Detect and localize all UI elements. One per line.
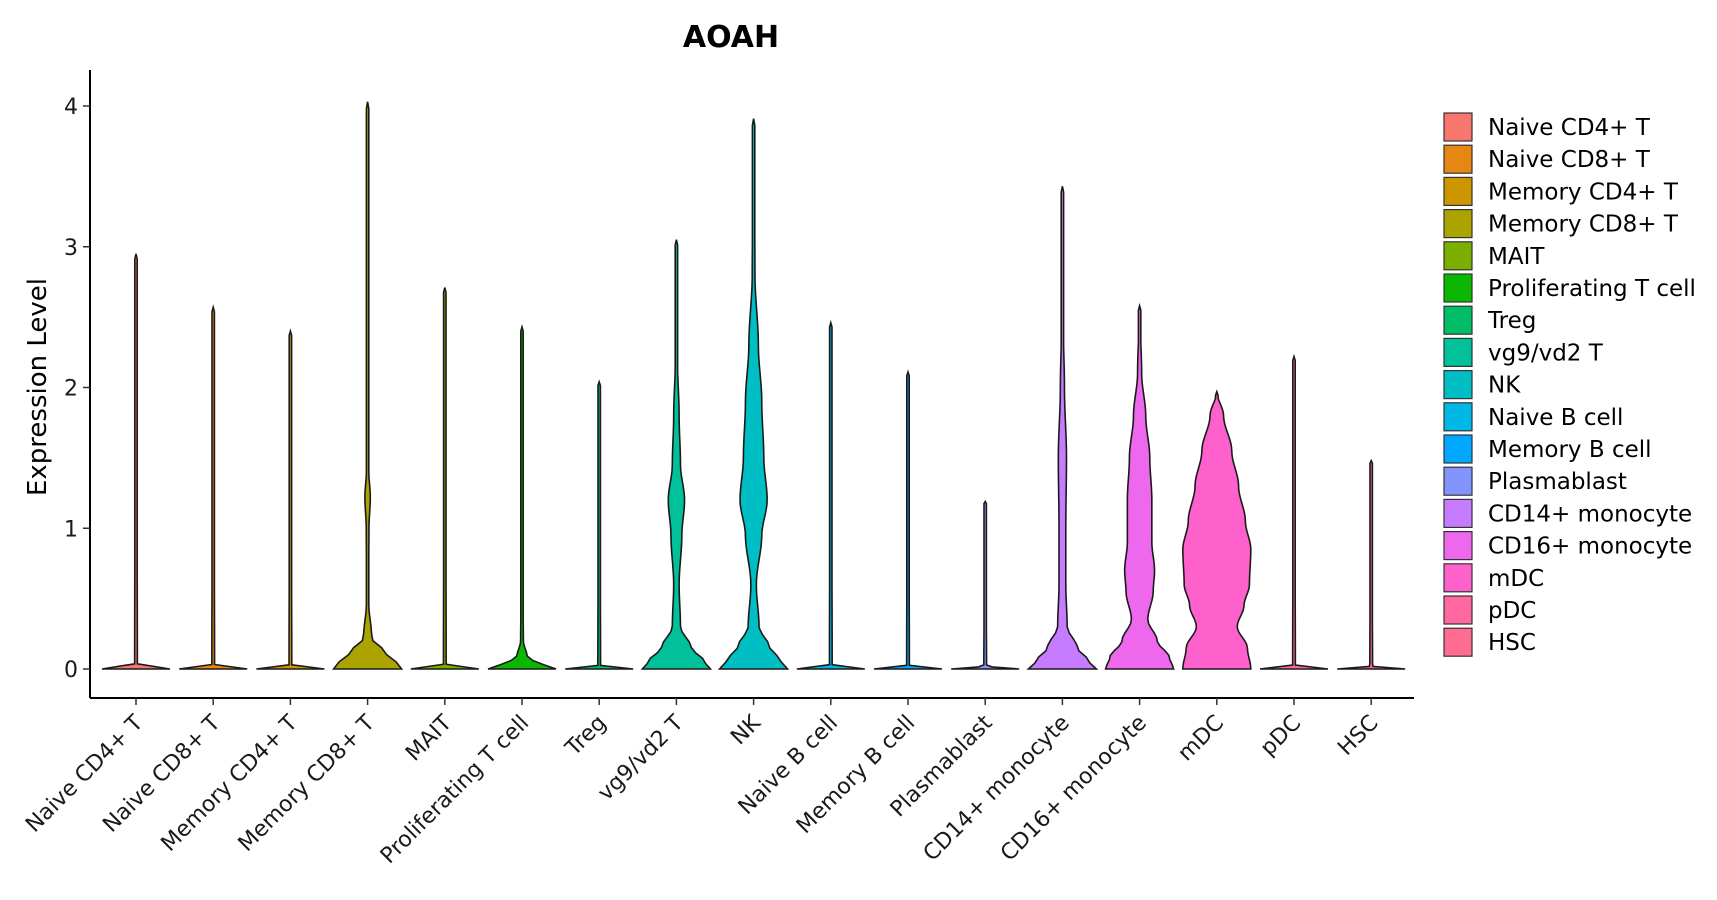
legend-swatch bbox=[1443, 627, 1473, 657]
violin-nk bbox=[717, 118, 790, 670]
violin-naive-b-cell bbox=[796, 319, 865, 670]
y-tick-label: 4 bbox=[64, 95, 78, 120]
legend-label: pDC bbox=[1488, 598, 1536, 624]
legend-swatch bbox=[1443, 595, 1473, 625]
y-tick-label: 3 bbox=[64, 236, 78, 261]
violin-cd14-monocyte bbox=[1026, 186, 1099, 670]
violin-pdc bbox=[1259, 353, 1329, 670]
legend-swatch bbox=[1443, 144, 1473, 174]
violin-proliferating-t-cell bbox=[487, 324, 557, 670]
violin-vg9-vd2-t bbox=[640, 239, 713, 670]
x-tick-label: HSC bbox=[1333, 711, 1383, 761]
legend-label: Plasmablast bbox=[1488, 469, 1627, 495]
legend-swatch bbox=[1443, 241, 1473, 271]
legend-label: Memory CD4+ T bbox=[1488, 179, 1679, 205]
violin-naive-cd4-t bbox=[101, 253, 171, 670]
y-tick-label: 1 bbox=[64, 517, 78, 542]
violin-memory-b-cell bbox=[873, 369, 943, 670]
legend-label: vg9/vd2 T bbox=[1488, 340, 1604, 366]
legend-label: Proliferating T cell bbox=[1488, 276, 1696, 302]
legend-swatch bbox=[1443, 337, 1473, 367]
legend-label: NK bbox=[1488, 373, 1521, 399]
legend-label: Naive B cell bbox=[1488, 405, 1623, 431]
y-tick-label: 2 bbox=[64, 377, 78, 402]
legend-swatch bbox=[1443, 176, 1473, 206]
x-tick-label: NK bbox=[726, 710, 766, 750]
violin-naive-cd8-t bbox=[179, 304, 248, 670]
legend-swatch bbox=[1443, 466, 1473, 496]
legend-swatch bbox=[1443, 434, 1473, 464]
legend-label: Naive CD4+ T bbox=[1488, 115, 1651, 141]
legend-swatch bbox=[1443, 112, 1473, 142]
x-tick-label: Treg bbox=[560, 711, 611, 762]
legend-label: CD14+ monocyte bbox=[1488, 501, 1692, 527]
legend-label: Memory B cell bbox=[1488, 437, 1652, 463]
violin-mait bbox=[410, 287, 479, 670]
legend-label: Naive CD8+ T bbox=[1488, 147, 1651, 173]
legend-label: Memory CD8+ T bbox=[1488, 212, 1679, 238]
chart-title: AOAH bbox=[683, 20, 779, 55]
x-tick-label: MAIT bbox=[401, 710, 457, 766]
legend-label: CD16+ monocyte bbox=[1488, 534, 1692, 560]
violin-cd16-monocyte bbox=[1104, 302, 1175, 670]
x-tick-label: Memory CD4+ T bbox=[157, 710, 304, 857]
x-tick-label: CD14+ monocyte bbox=[919, 711, 1075, 867]
violin-treg bbox=[565, 379, 634, 670]
y-tick-label: 0 bbox=[64, 658, 78, 683]
legend-swatch bbox=[1443, 209, 1473, 239]
violin-memory-cd8-t bbox=[331, 101, 404, 670]
violin-plasmablast bbox=[951, 499, 1020, 670]
violin-hsc bbox=[1337, 458, 1406, 670]
y-axis-label: Expression Level bbox=[23, 278, 53, 496]
legend-label: Treg bbox=[1487, 308, 1536, 334]
legend-swatch bbox=[1443, 530, 1473, 561]
legend-label: HSC bbox=[1488, 630, 1536, 656]
x-tick-label: Memory CD8+ T bbox=[234, 710, 381, 857]
violin-memory-cd4-t bbox=[256, 328, 325, 670]
legend: Naive CD4+ T Naive CD8+ T Memory CD4+ T Mem… bbox=[1443, 112, 1696, 657]
legend-swatch bbox=[1443, 563, 1473, 593]
legend-label: MAIT bbox=[1488, 244, 1545, 270]
legend-swatch bbox=[1443, 498, 1473, 528]
legend-swatch bbox=[1443, 402, 1473, 432]
legend-swatch bbox=[1443, 370, 1473, 400]
legend-swatch bbox=[1443, 305, 1473, 335]
violin-mdc bbox=[1181, 389, 1252, 670]
x-tick-label: mDC bbox=[1173, 711, 1229, 767]
legend-label: mDC bbox=[1488, 566, 1544, 592]
x-tick-label: CD16+ monocyte bbox=[996, 711, 1152, 867]
x-tick-label: Proliferating T cell bbox=[376, 711, 534, 869]
legend-swatch bbox=[1443, 273, 1473, 303]
x-tick-label: pDC bbox=[1256, 711, 1306, 761]
